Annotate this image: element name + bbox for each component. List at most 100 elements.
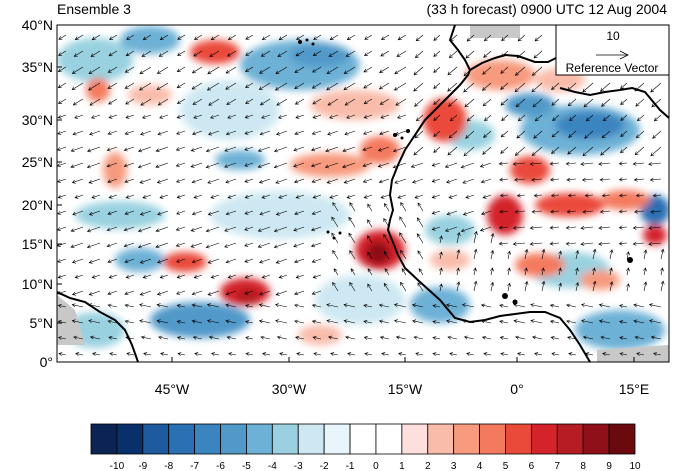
coastline — [57, 25, 669, 362]
wind-arrow — [91, 114, 101, 119]
wind-arrow — [278, 34, 288, 41]
wind-arrow — [598, 319, 611, 324]
wind-arrow — [330, 352, 339, 356]
wind-arrow — [380, 114, 390, 119]
wind-arrow — [192, 335, 203, 340]
wind-arrow — [190, 242, 203, 248]
wind-arrow — [176, 114, 186, 119]
wind-arrow — [72, 290, 84, 296]
wind-arrow — [524, 267, 528, 276]
wind-arrow — [598, 241, 611, 246]
colorbar-label: -2 — [320, 461, 329, 471]
wind-arrow — [91, 274, 101, 279]
wind-arrow — [447, 82, 458, 92]
wind-arrow — [349, 202, 356, 212]
lat-label: 0° — [40, 354, 53, 370]
wind-arrow — [107, 130, 118, 135]
wind-arrow — [191, 303, 203, 308]
wind-arrow — [73, 50, 84, 57]
wind-arrow — [541, 280, 546, 292]
wind-arrow — [598, 303, 611, 308]
wind-arrow — [462, 210, 475, 216]
missing-data-area — [57, 25, 669, 362]
wind-arrow — [109, 34, 118, 40]
wind-arrow — [584, 130, 594, 139]
wind-arrow — [91, 194, 101, 199]
wind-arrow — [620, 130, 628, 138]
wind-arrow — [650, 335, 662, 340]
wind-arrow — [529, 241, 543, 246]
wind-arrow — [193, 194, 203, 199]
wind-arrow — [531, 66, 543, 76]
wind-arrow — [193, 274, 203, 279]
wind-arrow — [482, 98, 492, 107]
wind-arrow — [191, 66, 203, 74]
wind-arrow — [227, 194, 237, 199]
wind-arrow — [483, 130, 492, 138]
wind-arrow — [348, 216, 356, 228]
wind-arrow — [312, 274, 322, 279]
wind-arrow — [431, 210, 441, 215]
wind-arrow — [259, 130, 271, 136]
wind-arrow — [227, 34, 237, 40]
wind-arrow — [626, 283, 630, 292]
wind-arrow — [73, 335, 84, 340]
wind-arrow — [416, 233, 424, 244]
wind-arrow — [244, 210, 254, 215]
wind-arrow — [124, 303, 135, 308]
lat-label: 15°N — [22, 236, 53, 252]
wind-arrow — [210, 114, 220, 119]
wind-arrow — [401, 268, 407, 276]
wind-arrow — [295, 114, 305, 119]
wind-arrow — [57, 210, 67, 215]
wind-arrow — [311, 178, 322, 183]
wind-arrow — [176, 82, 186, 89]
wind-arrow — [108, 50, 118, 57]
wind-arrow — [380, 194, 390, 199]
wind-arrow — [498, 225, 509, 230]
wind-arrow — [439, 235, 443, 244]
wind-arrow — [379, 130, 390, 136]
wind-arrow — [137, 226, 152, 233]
wind-arrow — [226, 335, 237, 340]
wind-arrow — [618, 241, 628, 246]
wind-arrow — [175, 162, 186, 167]
wind-arrow — [109, 352, 118, 356]
wind-arrow — [490, 232, 495, 244]
wind-arrow — [274, 303, 288, 308]
wind-arrow — [107, 82, 118, 89]
wind-arrow — [660, 267, 664, 276]
lat-label: 10°N — [22, 276, 53, 292]
wind-arrow — [124, 319, 135, 324]
wind-arrow — [210, 34, 220, 41]
wind-arrow — [74, 34, 84, 41]
wind-arrow — [498, 161, 509, 166]
wind-arrow — [275, 258, 288, 264]
wind-arrow — [57, 336, 67, 340]
wind-arrow — [107, 258, 118, 264]
wind-arrow — [175, 242, 186, 247]
wind-arrow — [156, 66, 169, 74]
wind-arrow — [294, 66, 305, 73]
wind-arrow — [312, 194, 322, 199]
wind-arrow — [461, 303, 475, 308]
wind-arrow — [273, 226, 288, 233]
wind-arrow — [257, 226, 271, 232]
wind-arrow — [602, 352, 611, 356]
wind-arrow — [71, 303, 84, 308]
wind-arrow — [176, 290, 186, 295]
wind-arrow — [363, 194, 373, 199]
wind-arrow — [531, 82, 543, 93]
wind-arrow — [125, 50, 135, 57]
wind-arrow — [57, 258, 67, 263]
wind-arrow — [660, 248, 665, 260]
wind-arrow — [331, 216, 339, 228]
wind-arrow — [206, 303, 220, 308]
wind-arrow — [278, 114, 288, 119]
wind-arrow — [124, 82, 135, 89]
wind-arrow — [384, 268, 390, 276]
wind-arrow — [176, 98, 186, 104]
wind-arrow — [262, 352, 271, 356]
wind-arrow — [549, 241, 560, 246]
wind-arrow — [513, 319, 526, 324]
